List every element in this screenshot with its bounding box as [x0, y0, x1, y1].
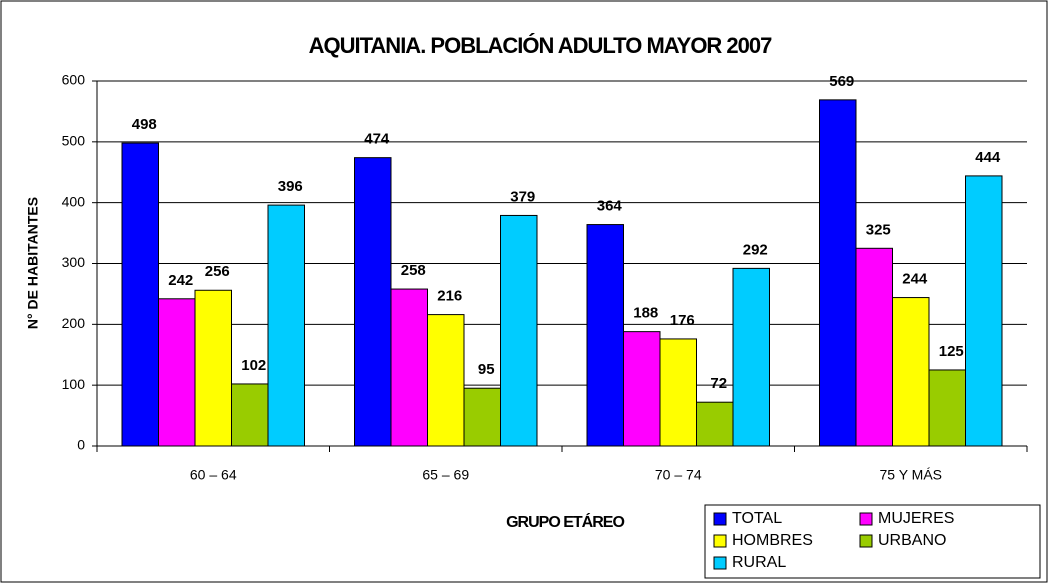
data-label: 244 [902, 271, 928, 288]
y-tick-label: 200 [62, 315, 86, 331]
bar [231, 383, 269, 447]
data-label: 292 [743, 241, 768, 258]
bar [965, 175, 1003, 447]
data-label: 396 [278, 178, 303, 195]
bar [732, 267, 770, 447]
data-label: 325 [866, 221, 891, 238]
y-tick-label: 300 [62, 254, 86, 270]
data-label: 72 [710, 375, 727, 392]
data-label: 379 [510, 188, 535, 205]
legend-label: TOTAL [732, 510, 782, 527]
bar [500, 214, 538, 447]
bar [892, 297, 930, 447]
legend-label: MUJERES [878, 510, 954, 527]
chart-title: AQUITANIA. POBLACIÓN ADULTO MAYOR 2007 [309, 33, 773, 58]
data-label: 474 [364, 131, 390, 148]
x-tick-label: 75 Y MÁS [879, 467, 942, 483]
legend-label: URBANO [878, 532, 946, 549]
y-tick-label: 400 [62, 193, 86, 209]
x-axis-title: GRUPO ETÁREO [506, 512, 624, 531]
legend-label: RURAL [732, 554, 786, 571]
legend-swatch [713, 512, 727, 526]
legend-label: HOMBRES [732, 532, 813, 549]
legend-swatch [859, 512, 873, 526]
legend-swatch [859, 534, 873, 548]
bar [267, 204, 305, 447]
x-tick-label: 65 – 69 [422, 467, 469, 483]
data-label: 125 [939, 343, 964, 360]
data-label: 364 [597, 198, 623, 215]
bar [463, 387, 501, 447]
bar [696, 401, 734, 447]
bar [928, 369, 966, 447]
bar [158, 298, 196, 447]
x-tick-label: 70 – 74 [655, 467, 702, 483]
y-tick-label: 100 [62, 376, 86, 392]
data-label: 256 [205, 263, 230, 280]
data-label: 216 [437, 288, 462, 305]
bar [354, 157, 392, 447]
y-tick-label: 0 [77, 437, 85, 453]
data-label: 176 [670, 312, 695, 329]
legend-swatch [713, 534, 727, 548]
y-tick-label: 600 [62, 72, 86, 88]
bar [390, 288, 428, 447]
y-tick-label: 500 [62, 133, 86, 149]
bar [194, 289, 232, 447]
data-label: 498 [132, 116, 157, 133]
bar [427, 314, 465, 447]
data-label: 569 [829, 73, 854, 90]
x-tick-label: 60 – 64 [190, 467, 237, 483]
bar [586, 224, 624, 447]
data-label: 242 [168, 272, 193, 289]
bar [623, 331, 661, 447]
bar [659, 338, 697, 447]
bar [819, 99, 857, 447]
data-label: 188 [633, 305, 658, 322]
data-label: 95 [478, 361, 495, 378]
data-label: 102 [241, 357, 266, 374]
data-label: 444 [975, 149, 1001, 166]
bar [855, 247, 893, 447]
bar [121, 142, 159, 447]
y-axis-title: N° DE HABITANTES [25, 197, 41, 329]
legend-swatch [713, 556, 727, 570]
data-label: 258 [401, 262, 426, 279]
